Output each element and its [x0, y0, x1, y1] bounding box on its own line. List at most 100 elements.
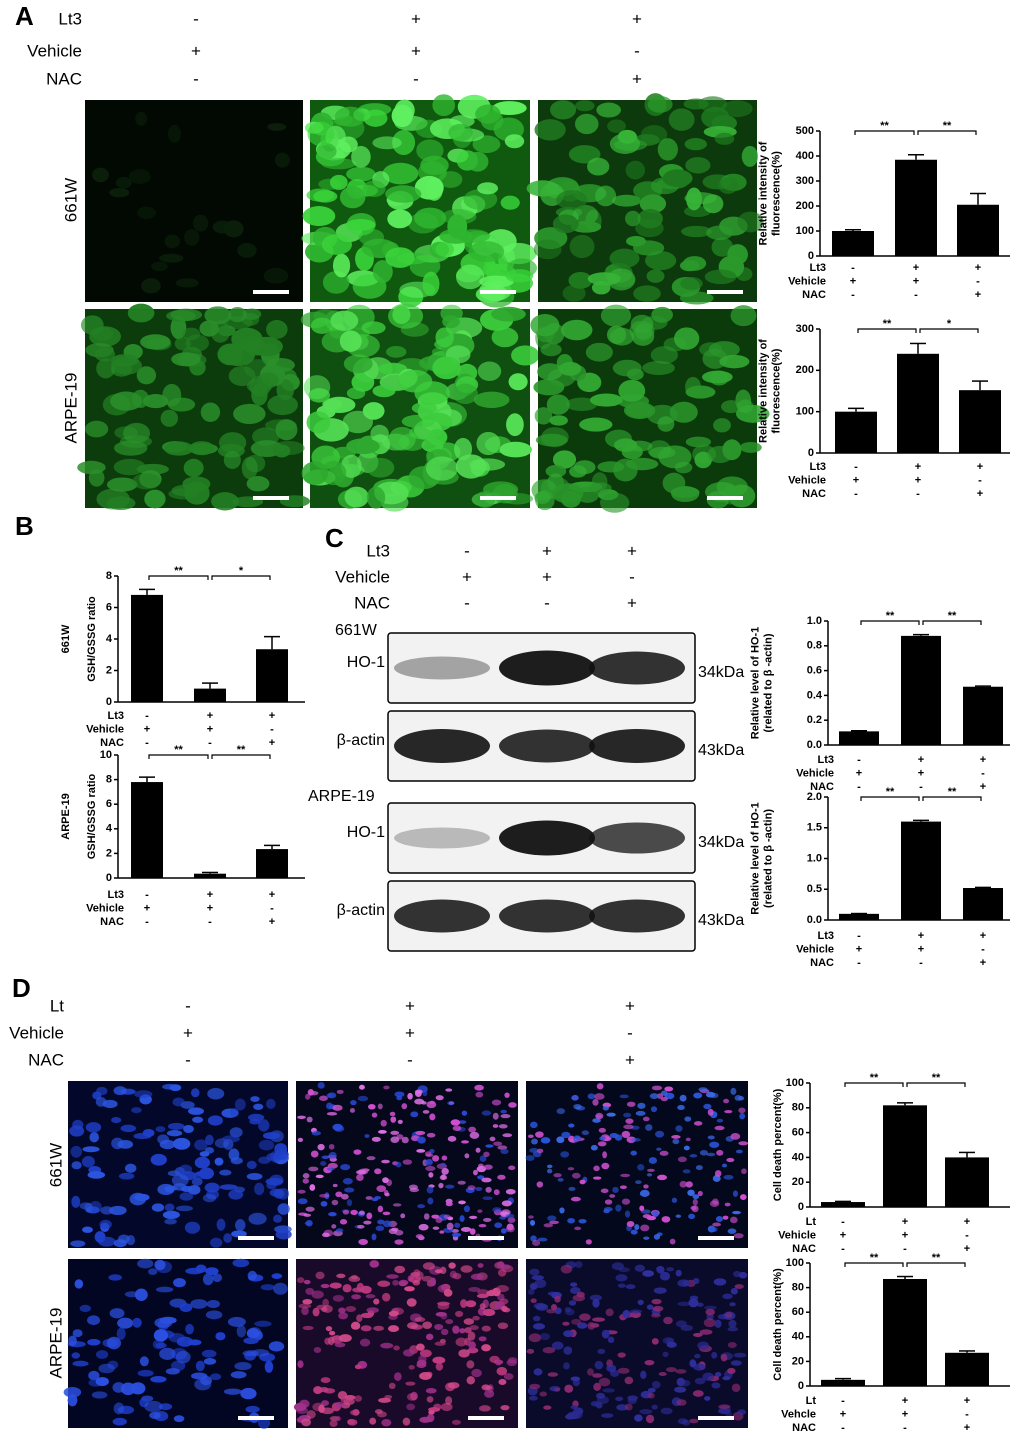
condition-name: NAC [802, 488, 826, 500]
cell [162, 1210, 180, 1220]
cell [600, 1188, 609, 1194]
cell [346, 1199, 353, 1207]
cell [416, 139, 444, 162]
cell [423, 1213, 430, 1220]
cell [184, 228, 200, 246]
cell [432, 356, 461, 380]
cell [732, 1210, 741, 1215]
condition-mark: - [407, 1050, 413, 1069]
condition-mark: - [629, 567, 635, 586]
cell [136, 366, 157, 385]
cell [470, 1273, 484, 1280]
cell [202, 1193, 217, 1203]
cell [688, 1213, 696, 1220]
condition-name: Lt3 [818, 930, 835, 942]
bar-chart: 0.00.20.40.60.81.0 ** **Lt3- + +Vehicle + + -NA… [749, 610, 1010, 793]
cell [382, 1292, 391, 1302]
cell [737, 211, 764, 233]
condition-mark: + [977, 488, 983, 500]
cell [675, 1125, 683, 1132]
cell [477, 1289, 489, 1296]
cell [635, 1180, 642, 1185]
cell [576, 1322, 588, 1329]
cell [637, 209, 663, 229]
y-tick-label: 0 [808, 250, 814, 262]
row-label: 661W [60, 624, 72, 653]
condition-mark: - [903, 1243, 907, 1255]
cell [733, 1352, 747, 1358]
cell [89, 1201, 102, 1214]
cell [702, 370, 733, 384]
condition-mark: - [976, 275, 980, 287]
cell [620, 1173, 631, 1178]
band [394, 899, 490, 933]
cell [732, 1190, 738, 1197]
cell [235, 1219, 246, 1232]
cell [567, 1217, 575, 1224]
cell [625, 160, 646, 180]
cell [120, 1124, 137, 1133]
cell [626, 235, 646, 247]
cell [109, 1205, 127, 1216]
cell [651, 1338, 659, 1345]
cell [557, 1177, 564, 1182]
cell [192, 1116, 204, 1123]
cell [388, 303, 424, 329]
condition-name: Lt3 [58, 9, 82, 28]
condition-name: NAC [802, 289, 826, 301]
cell [694, 1377, 706, 1385]
significance-bracket [148, 754, 209, 759]
cell [656, 1265, 665, 1274]
scale-bar [698, 1236, 734, 1240]
cell [354, 1364, 362, 1370]
cell [440, 1328, 449, 1336]
cell [706, 1152, 716, 1157]
cell [400, 1213, 406, 1219]
cell [302, 1298, 313, 1305]
significance: ** [932, 1252, 941, 1264]
cell [579, 417, 613, 432]
cell [380, 1119, 387, 1127]
condition-mark: + [902, 1229, 908, 1241]
cell [172, 1097, 185, 1107]
significance-bracket [844, 1082, 904, 1087]
condition-mark: - [145, 737, 149, 749]
cell [508, 1165, 516, 1171]
condition-mark: + [840, 1408, 846, 1420]
cell [527, 1134, 534, 1139]
band-size: 34kDa [698, 834, 744, 851]
cell [621, 1130, 631, 1138]
condition-mark: + [405, 1023, 415, 1042]
cell [336, 1089, 344, 1094]
cell [81, 1156, 95, 1168]
cell [167, 1122, 185, 1130]
cell [189, 441, 215, 456]
cell [699, 1149, 708, 1156]
cell [630, 314, 654, 333]
cell [418, 1223, 429, 1231]
cell [587, 272, 621, 286]
cell [72, 1360, 89, 1367]
condition-mark: + [980, 781, 986, 793]
cell [94, 347, 116, 362]
band-name: HO-1 [347, 654, 385, 671]
cell [479, 275, 514, 288]
cell [562, 284, 586, 302]
condition-mark: - [857, 754, 861, 766]
cell [434, 1269, 443, 1274]
cell [701, 106, 730, 129]
condition-mark: - [270, 723, 274, 735]
cell [455, 1310, 464, 1318]
cell [251, 1349, 270, 1357]
condition-name: Lt3 [108, 889, 125, 901]
cell [166, 1130, 183, 1137]
cell [275, 419, 298, 441]
cell [305, 1093, 311, 1100]
y-tick-label: 60 [792, 1127, 804, 1139]
cell [325, 1326, 333, 1332]
cell [260, 1284, 275, 1291]
condition-mark: - [208, 916, 212, 928]
cell [710, 1092, 719, 1099]
scale-bar [238, 1416, 274, 1420]
